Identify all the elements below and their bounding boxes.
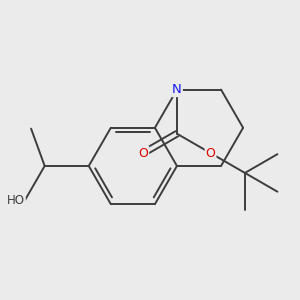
Text: HO: HO [7,194,25,207]
Text: N: N [172,83,182,96]
Text: O: O [138,147,148,160]
Text: O: O [206,147,215,160]
